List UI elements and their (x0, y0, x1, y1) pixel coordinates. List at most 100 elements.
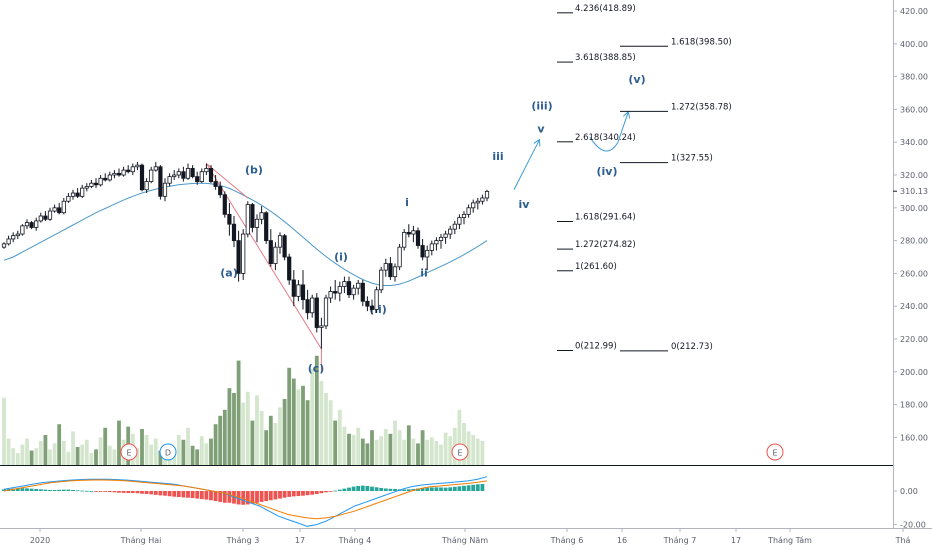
volume-bar-84 (388, 433, 393, 465)
volume-bar-5 (25, 438, 29, 465)
histogram-bar-59 (273, 491, 278, 500)
candle-body-62 (287, 256, 292, 281)
volume-bar-75 (347, 433, 351, 465)
price-tick-label-6: 280.00 (900, 237, 928, 246)
wave-label-2: (c) (308, 362, 325, 375)
histogram-bar-72 (333, 490, 338, 492)
candle-body-38 (176, 171, 181, 176)
price-tick-label-3: 220.00 (900, 335, 928, 344)
volume-bar-85 (393, 420, 397, 465)
histogram-bar-69 (319, 491, 324, 494)
volume-bar-80 (370, 430, 374, 465)
volume-bar-32 (149, 444, 154, 465)
volume-bar-66 (305, 400, 310, 465)
volume-bar-11 (52, 443, 57, 465)
candle-body-49 (227, 213, 232, 225)
volume-bar-96 (443, 432, 448, 465)
time-label-0: 2020 (30, 536, 50, 545)
wave-label-6: ii (420, 267, 428, 280)
wave-label-3: (i) (334, 250, 348, 263)
histogram-bar-51 (236, 491, 241, 505)
volume-bar-44 (204, 443, 209, 465)
histogram-bar-25 (117, 491, 121, 493)
candle-body-100 (461, 213, 467, 219)
volume-bar-46 (213, 424, 218, 465)
histogram-bar-58 (268, 491, 273, 501)
histogram-bar-4 (20, 488, 25, 491)
candle-body-6 (29, 222, 34, 228)
candle-body-76 (351, 287, 356, 296)
volume-bar-34 (158, 450, 163, 465)
histogram-bar-67 (310, 491, 315, 495)
candle-body-84 (388, 263, 393, 278)
volume-bar-92 (425, 439, 430, 465)
marker-circle-2 (451, 443, 469, 461)
time-label-6: Tháng 6 (550, 536, 584, 545)
volume-bar-51 (236, 360, 241, 465)
candle-body-104 (480, 197, 485, 202)
fib-left-label-6: 0(212.99) (575, 341, 617, 351)
volume-bar-43 (199, 436, 204, 465)
histogram-bar-31 (144, 491, 149, 495)
volume-bar-101 (466, 431, 471, 465)
volume-bar-10 (48, 449, 52, 465)
candle-body-94 (434, 240, 439, 245)
histogram-bar-84 (388, 488, 393, 491)
candle-body-1 (6, 238, 11, 245)
candle-body-87 (402, 231, 407, 248)
volume-bar-47 (218, 415, 223, 465)
histogram-bar-62 (287, 491, 292, 497)
histogram-bar-85 (393, 488, 397, 491)
candle-body-37 (172, 174, 177, 178)
candle-body-82 (379, 269, 384, 291)
candle-body-28 (130, 166, 135, 173)
wave-label-0: (a) (220, 267, 237, 280)
histogram-bar-23 (107, 491, 112, 493)
volume-bar-3 (15, 453, 20, 465)
volume-bar-62 (287, 367, 292, 465)
candle-body-27 (126, 169, 131, 173)
histogram-bar-38 (176, 491, 181, 498)
candle-body-80 (369, 305, 375, 310)
histogram-bar-82 (379, 487, 384, 491)
oscillator-line-a (3, 476, 488, 527)
volume-bar-72 (333, 420, 338, 465)
wave-label-11: (iv) (597, 165, 618, 178)
candle-body-71 (328, 291, 333, 299)
fib-left-label-2: 2.618(340.24) (575, 133, 636, 143)
volume-bar-64 (296, 389, 301, 465)
candle-body-58 (268, 240, 273, 264)
candle-body-34 (158, 166, 163, 197)
volume-bar-76 (351, 435, 356, 465)
volume-bar-17 (80, 444, 85, 465)
price-tick-label-11: 380.00 (900, 73, 928, 82)
volume-bar-49 (227, 388, 232, 465)
histogram-bar-104 (480, 483, 485, 491)
volume-bar-15 (71, 431, 75, 465)
histogram-bar-75 (347, 487, 351, 491)
price-tick-label-13: 420.00 (900, 7, 928, 16)
histogram-bar-44 (204, 491, 209, 500)
volume-bar-20 (94, 449, 98, 465)
wave-label-7: iii (492, 150, 503, 163)
marker-letter-0: E (126, 449, 131, 458)
histogram-bar-93 (429, 487, 434, 491)
volume-bar-83 (383, 429, 388, 465)
candle-body-48 (222, 194, 227, 215)
volume-bar-52 (241, 402, 246, 465)
fib-left-label-1: 3.618(388.85) (575, 53, 636, 63)
volume-bar-12 (57, 424, 62, 465)
volume-bar-87 (402, 439, 407, 465)
volume-bar-60 (278, 407, 282, 465)
histogram-bar-15 (71, 489, 75, 491)
last-price-label: 310.13 (900, 187, 928, 196)
histogram-bar-53 (245, 491, 250, 505)
axes: 160.00180.00200.00220.00240.00260.00280.… (30, 7, 928, 545)
histogram-bar-78 (360, 485, 365, 491)
histogram-bar-73 (337, 489, 342, 491)
osc-tick-label-0: 0.00 (900, 487, 918, 496)
histogram-bar-70 (324, 491, 328, 493)
histogram-bar-24 (112, 491, 117, 493)
